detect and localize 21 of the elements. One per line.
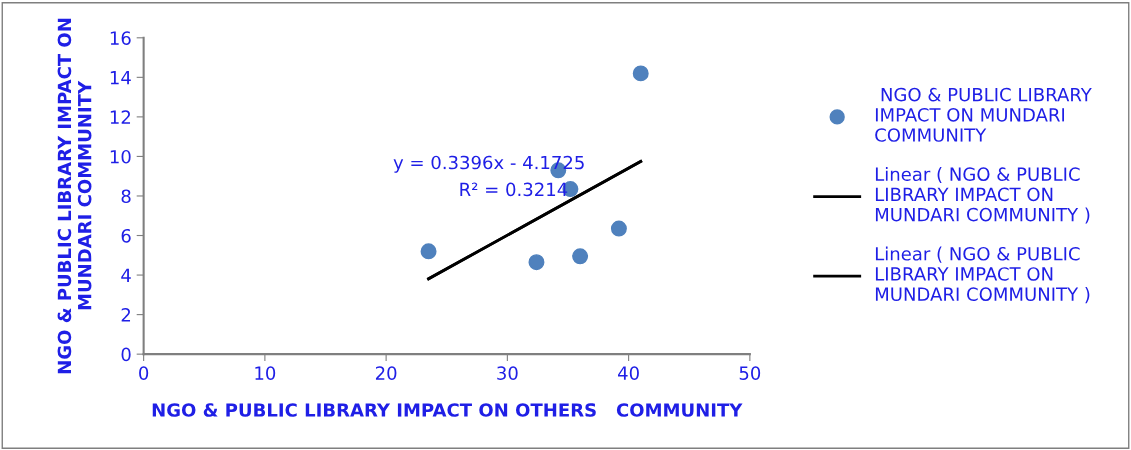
y-tick-label: 12 [110,110,131,124]
x-axis-title: NGO & PUBLIC LIBRARY IMPACT ON OTHERS COMMUNITY [152,403,743,417]
y-tick-label: 6 [121,228,131,243]
annotation: y = 0.3396x - 4.1725 [393,155,584,173]
y-tick-label: 16 [110,31,131,45]
x-tick-label: 30 [497,366,518,380]
y-tick-label: 2 [121,308,131,322]
x-tick-label: 0 [139,366,149,380]
x-tick-label: 10 [255,366,276,380]
y-tick-label: 8 [121,189,131,204]
y-tick-label: 14 [110,71,131,85]
x-tick-label: 20 [375,366,397,380]
legend-label: Linear ( NGO & PUBLIC LIBRARY IMPACT ON MUNDARI COMMUNITY ) [875,167,1090,224]
legend-label: Linear ( NGO & PUBLIC LIBRARY IMPACT ON MUNDARI COMMUNITY ) [875,246,1090,304]
y-tick-label: 0 [121,347,131,362]
y-tick-label: 10 [110,149,131,164]
y-tick-label: 4 [121,268,131,282]
legend-label: NGO & PUBLIC LIBRARY IMPACT ON MUNDARI COMMUNITY [875,87,1092,142]
x-tick-label: 40 [618,366,639,380]
y-axis-title: NGO & PUBLIC LIBRARY IMPACT ON MUNDARI COMMUNITY [57,18,92,374]
x-tick-label: 50 [739,366,761,380]
